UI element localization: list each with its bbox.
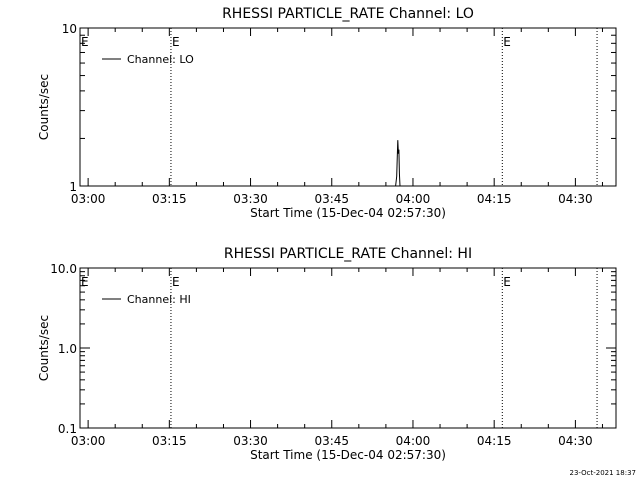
x-tick-label: 03:30 (233, 192, 268, 206)
data-series-line (394, 140, 402, 187)
y-axis-label: Counts/sec (37, 315, 51, 381)
x-tick-label: 03:45 (314, 434, 349, 448)
event-marker-label: E (172, 35, 180, 49)
x-tick-label: 03:30 (233, 434, 268, 448)
panel-lo: RHESSI PARTICLE_RATE Channel: LO 03:00 03:… (37, 6, 617, 220)
y-tick-label: 1.0 (58, 342, 77, 356)
event-marker-label: E (503, 35, 511, 49)
y-tick-label: 0.1 (58, 422, 77, 436)
plot-frame (79, 267, 617, 429)
plot-frame (79, 27, 617, 187)
y-tick-label: 10 (62, 22, 77, 36)
x-axis-label: Start Time (15-Dec-04 02:57:30) (250, 448, 446, 462)
x-tick-label: 03:45 (314, 192, 349, 206)
legend-label: Channel: LO (127, 53, 194, 66)
chart-title: RHESSI PARTICLE_RATE Channel: HI (224, 246, 472, 262)
x-tick-label: 04:30 (558, 192, 593, 206)
x-tick-label: 04:00 (396, 434, 431, 448)
x-tick-label: 04:15 (477, 434, 512, 448)
event-marker-label: E (172, 275, 180, 289)
x-tick-label: 04:30 (558, 434, 593, 448)
y-tick-label: 10.0 (50, 262, 77, 276)
x-tick-label: 04:15 (477, 192, 512, 206)
legend-label: Channel: HI (127, 293, 191, 306)
footer-timestamp: 23-Oct-2021 18:37 (570, 469, 636, 477)
x-tick-label: 03:00 (71, 434, 106, 448)
x-tick-label: 03:00 (71, 192, 106, 206)
edge-marker-label: E (81, 35, 89, 49)
x-tick-label: 03:15 (152, 434, 187, 448)
x-tick-label: 04:00 (396, 192, 431, 206)
edge-marker-label: E (81, 275, 89, 289)
x-tick-label: 03:15 (152, 192, 187, 206)
event-marker-label: E (503, 275, 511, 289)
panel-hi: RHESSI PARTICLE_RATE Channel: HI 03:00 03:… (37, 246, 617, 462)
y-axis-label: Counts/sec (37, 74, 51, 140)
y-tick-label: 1 (69, 180, 77, 194)
x-axis-label: Start Time (15-Dec-04 02:57:30) (250, 206, 446, 220)
chart-title: RHESSI PARTICLE_RATE Channel: LO (222, 6, 474, 22)
